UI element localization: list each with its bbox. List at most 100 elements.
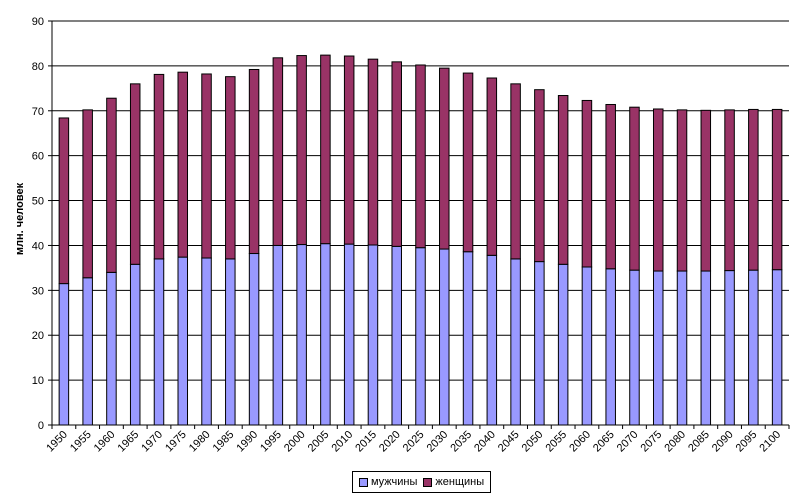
x-tick-label: 2070: [615, 429, 641, 455]
bar-men: [534, 261, 545, 426]
x-tick-label: 1970: [139, 429, 165, 455]
bar-men: [581, 266, 593, 426]
x-tick-label: 1990: [234, 429, 260, 455]
bar-men: [629, 269, 640, 426]
bar-women: [748, 108, 759, 271]
y-tick-label: 70: [32, 106, 44, 118]
x-tick-label: 2055: [543, 429, 569, 455]
y-tick-label: 10: [32, 375, 44, 387]
bar-women: [225, 76, 236, 260]
x-tick-label: 2065: [591, 429, 617, 455]
bar-men: [439, 248, 450, 426]
bars: [58, 54, 783, 426]
x-tick-label: 1980: [187, 429, 213, 455]
y-tick-label: 20: [32, 330, 44, 342]
bar-women: [462, 72, 474, 253]
y-tick-label: 60: [32, 151, 44, 163]
bar-women: [629, 106, 640, 271]
x-tick-label: 1965: [116, 429, 142, 455]
bar-women: [771, 108, 783, 271]
x-tick-label: 2025: [401, 429, 427, 455]
x-tick-label: 2005: [306, 429, 332, 455]
x-tick-label: 1985: [211, 429, 237, 455]
x-tick-label: 1950: [44, 429, 70, 455]
x-tick-label: 2040: [472, 429, 498, 455]
bar-men: [296, 244, 307, 426]
x-tick-label: 2030: [425, 429, 451, 455]
x-tick-label: 2050: [520, 429, 546, 455]
x-tick-label: 2060: [567, 429, 593, 455]
y-tick-label: 80: [32, 61, 44, 73]
axes: [51, 21, 789, 426]
bar-men: [700, 270, 712, 426]
bar-women: [510, 83, 521, 260]
x-tick-label: 1995: [258, 429, 284, 455]
bar-men: [129, 263, 141, 426]
bar-men: [272, 244, 284, 426]
bar-men: [771, 269, 783, 426]
bar-men: [153, 258, 165, 426]
bar-women: [129, 83, 141, 265]
bar-men: [248, 253, 260, 426]
bar-women: [605, 103, 616, 270]
x-tick-label: 2015: [353, 429, 379, 455]
legend-item-men: мужчины: [359, 476, 417, 488]
y-tick-label: 40: [32, 240, 44, 252]
x-tick-label: 2010: [330, 429, 356, 455]
x-tick-label: 1975: [163, 429, 189, 455]
x-tick-label: 2035: [448, 429, 474, 455]
bar-women: [486, 77, 498, 256]
bar-women: [58, 117, 70, 285]
bar-men: [367, 244, 379, 426]
bar-women: [676, 109, 688, 272]
legend: мужчины женщины: [352, 471, 492, 493]
bar-women: [415, 64, 426, 249]
bar-women: [177, 71, 189, 258]
bar-men: [343, 243, 355, 426]
x-tick-label: 2085: [686, 429, 712, 455]
legend-swatch-men: [359, 477, 368, 487]
bar-men: [462, 251, 474, 426]
bar-women: [534, 89, 545, 263]
bar-women: [557, 95, 569, 265]
y-axis-label: млн. человек: [14, 182, 26, 255]
bar-men: [676, 270, 688, 426]
bar-women: [724, 109, 735, 272]
x-tick-label: 2095: [734, 429, 760, 455]
x-tick-label: 2075: [639, 429, 665, 455]
bar-men: [510, 258, 521, 426]
bar-men: [391, 245, 402, 426]
x-tick-label: 2080: [662, 429, 688, 455]
bar-women: [439, 67, 450, 250]
x-tick-label: 2045: [496, 429, 522, 455]
y-tick-label: 50: [32, 196, 44, 208]
bar-men: [748, 269, 759, 426]
bar-women: [343, 55, 355, 245]
bar-women: [652, 108, 664, 272]
bar-women: [296, 55, 307, 246]
x-tick-label: 1955: [68, 429, 94, 455]
bar-women: [320, 54, 331, 245]
bar-men: [724, 270, 735, 426]
x-tick-label: 1960: [92, 429, 118, 455]
bar-men: [415, 247, 426, 426]
bar-women: [581, 99, 593, 268]
y-tick-labels: 0 10 20 30 40 50 60 70 80 90: [32, 16, 52, 432]
x-tick-label: 2000: [282, 429, 308, 455]
bar-men: [177, 256, 189, 426]
bar-men: [82, 277, 93, 426]
bar-women: [272, 57, 284, 246]
bar-men: [106, 271, 117, 426]
y-tick-label: 0: [38, 420, 44, 432]
bar-men: [225, 258, 236, 426]
bar-women: [248, 68, 260, 255]
bar-women: [201, 73, 212, 259]
y-tick-label: 90: [32, 16, 44, 28]
legend-swatch-women: [423, 477, 433, 487]
legend-item-women: женщины: [423, 476, 484, 488]
bar-men: [605, 268, 616, 426]
legend-label-women: женщины: [435, 476, 485, 488]
x-tick-labels: 1950195519601965197019751980198519901995…: [44, 425, 790, 455]
y-tick-label: 30: [32, 285, 44, 297]
